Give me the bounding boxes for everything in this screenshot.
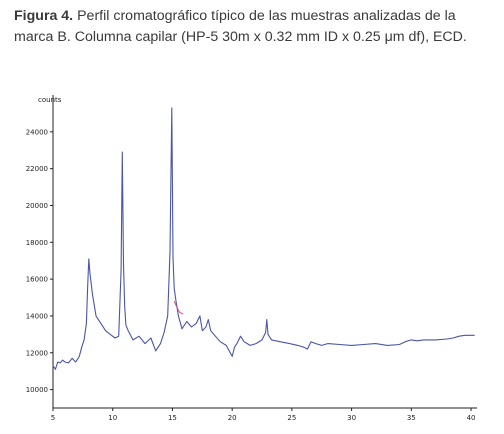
y-tick-label: 18000 — [26, 239, 48, 247]
x-axis-ticks: 5 10 15 20 25 30 35 40 — [51, 408, 476, 422]
y-axis-label: counts — [38, 96, 62, 104]
highlight-segment — [173, 301, 184, 315]
x-tick-label: 35 — [407, 414, 416, 422]
y-tick-label: 24000 — [26, 128, 48, 136]
y-tick-label: 22000 — [26, 165, 48, 173]
x-tick-label: 5 — [51, 414, 55, 422]
x-tick-label: 30 — [347, 414, 356, 422]
x-tick-label: 10 — [108, 414, 117, 422]
x-tick-label: 40 — [467, 414, 476, 422]
y-tick-label: 20000 — [26, 202, 48, 210]
x-tick-label: 15 — [168, 414, 177, 422]
x-tick-label: 25 — [287, 414, 296, 422]
y-tick-label: 14000 — [26, 312, 48, 320]
y-tick-label: 16000 — [26, 276, 48, 284]
y-tick-label: 10000 — [26, 386, 48, 394]
figure-caption: Figura 4. Perfil cromatográfico típico d… — [14, 6, 498, 48]
figure-caption-text: Perfil cromatográfico típico de las mues… — [14, 8, 467, 45]
chromatogram-series-line — [52, 107, 475, 370]
x-tick-label: 20 — [228, 414, 237, 422]
y-axis-ticks: 10000 12000 14000 16000 18000 20000 22000 24000 — [26, 128, 53, 394]
y-tick-label: 12000 — [26, 349, 48, 357]
figure-label: Figura 4. — [14, 8, 74, 24]
